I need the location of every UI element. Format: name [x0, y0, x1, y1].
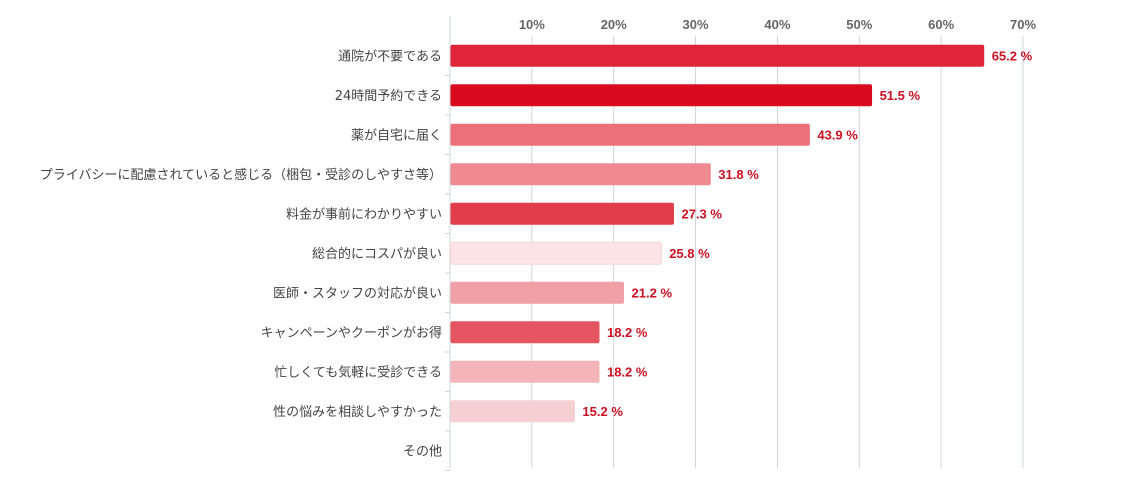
data-label: 65.2 %	[992, 48, 1033, 63]
data-label: 31.8 %	[718, 167, 759, 182]
category-label: キャンペーンやクーポンがお得	[261, 325, 442, 341]
category-label: 薬が自宅に届く	[351, 128, 442, 143]
bar	[450, 360, 600, 383]
category-label: 料金が事前にわかりやすい	[286, 206, 442, 222]
category-label: プライバシーに配慮されていると感じる（梱包・受診のしやすさ等）	[40, 167, 442, 183]
bar	[450, 400, 575, 423]
bar	[450, 281, 625, 304]
category-label: 24時間予約できる	[335, 89, 442, 104]
data-label: 27.3 %	[681, 206, 722, 221]
x-tick-label: 60%	[928, 17, 954, 32]
bar	[450, 44, 985, 67]
category-label: 通院が不要である	[338, 49, 442, 64]
data-label: 25.8 %	[669, 246, 710, 261]
data-label: 51.5 %	[880, 88, 921, 103]
bar	[450, 123, 810, 146]
data-label: 43.9 %	[817, 127, 858, 142]
data-label: 18.2 %	[607, 325, 648, 340]
data-label: 18.2 %	[607, 364, 648, 379]
bar	[450, 163, 711, 186]
category-label: 性の悩みを相談しやすかった	[273, 404, 442, 420]
category-label: 医師・スタッフの対応が良い	[273, 285, 442, 301]
bar	[450, 321, 600, 344]
bar	[450, 202, 674, 225]
x-tick-label: 30%	[683, 17, 709, 32]
x-tick-label: 10%	[519, 17, 545, 32]
x-tick-label: 40%	[764, 17, 790, 32]
x-tick-label: 50%	[846, 17, 872, 32]
category-label: 総合的にコスパが良い	[312, 246, 442, 262]
category-label: その他	[403, 444, 442, 459]
data-label: 21.2 %	[632, 285, 673, 300]
category-label: 忙しくても気軽に受診できる	[274, 364, 442, 380]
x-tick-label: 70%	[1010, 17, 1036, 32]
x-tick-label: 20%	[601, 17, 627, 32]
data-label: 15.2 %	[582, 404, 623, 419]
bar	[450, 241, 663, 265]
bar	[450, 84, 873, 107]
